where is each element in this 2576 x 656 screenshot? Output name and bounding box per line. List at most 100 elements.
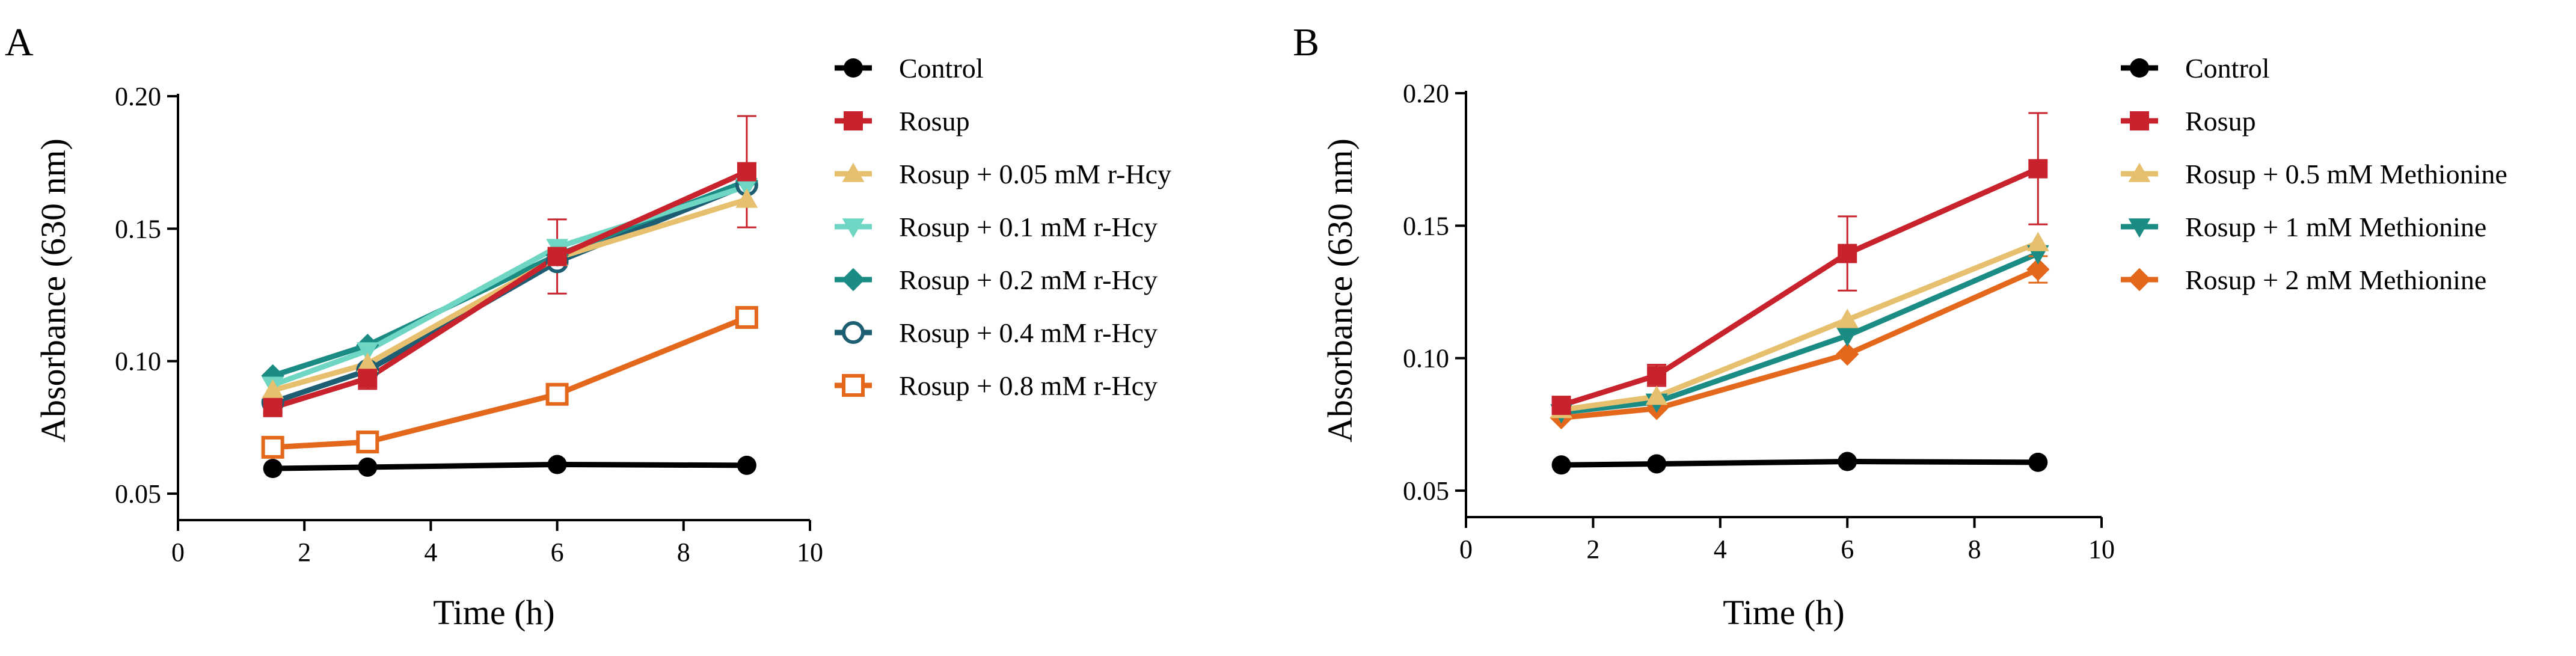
panel-a-data-point — [263, 397, 283, 417]
panel-b-legend-item: Rosup + 2 mM Methionine — [2121, 265, 2486, 295]
panel-a-series-line — [272, 314, 748, 450]
panel-b-x-tick-label: 10 — [2088, 535, 2115, 564]
panel-a-legend-marker — [844, 111, 863, 130]
panel-a-data-point — [735, 178, 758, 198]
panel-a-legend-label: Rosup — [899, 106, 970, 136]
panel-a-legend-label: Control — [899, 53, 984, 84]
panel-b-x-tick-label: 4 — [1714, 535, 1727, 564]
panel-a-data-point — [358, 457, 378, 477]
panel-b-series-line — [1561, 251, 2040, 415]
panel-b-data-point — [1647, 366, 1667, 385]
panel-b-x-axis-title: Time (h) — [1723, 593, 1845, 632]
panel-b-legend-item: Control — [2121, 53, 2270, 84]
panel-b-y-tick-label: 0.10 — [1403, 344, 1449, 373]
panel-a-legend-label: Rosup + 0.2 mM r-Hcy — [899, 265, 1158, 295]
panel-b-legend-marker — [2127, 268, 2151, 292]
panel-b-series-line — [1561, 266, 2040, 421]
panel-a-legend-label: Rosup + 0.8 mM r-Hcy — [899, 370, 1158, 401]
panel-a-data-point — [547, 455, 567, 474]
panel-b-data-point — [2026, 257, 2050, 281]
panel-a-y-axis-title: Absorbance (630 nm) — [34, 138, 73, 443]
panel-a-legend-item: Rosup + 0.1 mM r-Hcy — [835, 212, 1158, 242]
panel-a-data-point — [263, 459, 283, 479]
panel-a-legend-item: Rosup + 0.2 mM r-Hcy — [835, 265, 1158, 295]
panel-a-y-tick-label: 0.20 — [115, 82, 161, 111]
panel-a-legend-item: Rosup + 0.8 mM r-Hcy — [835, 370, 1158, 401]
panel-a-label: A — [5, 20, 34, 64]
panel-b-y-tick-label: 0.15 — [1403, 211, 1449, 241]
panel-a-x-tick-label: 10 — [797, 538, 823, 567]
panel-b-y-tick-label: 0.20 — [1403, 79, 1449, 108]
panel-b-data-point — [2026, 231, 2049, 251]
panel-a-x-tick-label: 4 — [424, 538, 437, 567]
panel-b: B 0.05 0.10 0.15 0.20 0 2 4 6 8 10 Time (h) Absorban… — [1293, 20, 2507, 632]
panel-b-legend-marker — [2128, 218, 2151, 238]
panel-b-legend: Control Rosup Rosup + 0.5 mM Methionine Ros… — [2121, 53, 2507, 295]
panel-b-legend-item: Rosup — [2121, 106, 2256, 136]
panel-b-legend-label: Rosup + 0.5 mM Methionine — [2185, 159, 2507, 189]
panel-a-legend-item: Rosup + 0.4 mM r-Hcy — [835, 317, 1158, 348]
panel-a-y-tick-label: 0.15 — [115, 214, 161, 244]
panel-b-y-axis-title: Absorbance (630 nm) — [1320, 138, 1360, 443]
panel-a-x-tick-label: 6 — [551, 538, 564, 567]
panel-a-y-tick-label: 0.10 — [115, 347, 161, 376]
panel-b-x-tick-label: 2 — [1586, 535, 1599, 564]
panel-a-data-point — [262, 379, 284, 399]
panel-b-data-point — [2028, 452, 2048, 472]
panel-b-x-tick-label: 0 — [1459, 535, 1473, 564]
panel-a-legend-item: Rosup + 0.05 mM r-Hcy — [835, 159, 1171, 189]
panel-a-legend-label: Rosup + 0.4 mM r-Hcy — [899, 317, 1158, 348]
panel-a-data-point — [547, 247, 567, 266]
panel-b-data-point — [1551, 455, 1571, 475]
panel-a-legend-item: Rosup — [835, 106, 970, 136]
panel-a-data-point — [261, 435, 284, 459]
panel-a-data-point — [545, 382, 569, 406]
panel-b-legend-marker — [2130, 58, 2149, 78]
panel-a-series-line — [272, 462, 747, 471]
panel-a-series-line — [272, 169, 748, 411]
panel-b-legend-label: Rosup + 1 mM Methionine — [2185, 212, 2486, 242]
panel-b-data-point — [1836, 342, 1859, 366]
panel-a-data-point — [735, 188, 758, 208]
panel-a-legend-marker — [842, 218, 865, 238]
panel-b-data-point — [1551, 396, 1571, 415]
panel-a-data-point — [356, 352, 379, 372]
panel-a-data-point — [356, 431, 379, 454]
panel-b-series-line — [1560, 166, 2040, 408]
panel-a-y-tick-label: 0.05 — [115, 479, 161, 509]
panel-b-legend-marker — [2130, 111, 2149, 130]
panel-b-data-point — [1836, 308, 1859, 328]
panel-b-x-tick-label: 8 — [1968, 535, 1981, 564]
panel-b-legend-label: Rosup — [2185, 106, 2256, 136]
panel-b-legend-label: Rosup + 2 mM Methionine — [2185, 265, 2486, 295]
panel-a-legend: Control Rosup Rosup + 0.05 mM r-Hcy Rosup +… — [835, 53, 1171, 401]
panel-b-data-point — [1645, 385, 1668, 405]
panel-a-x-tick-label: 2 — [298, 538, 311, 567]
panel-a-legend-label: Rosup + 0.05 mM r-Hcy — [899, 159, 1171, 189]
panel-a-data-point — [737, 162, 756, 182]
panel-a-series-line — [272, 197, 748, 393]
panel-b-x-tick-label: 6 — [1841, 535, 1854, 564]
panel-b-data-point — [1836, 327, 1859, 347]
panel-b-data-point — [1838, 452, 1857, 471]
panel-b-data-point — [2028, 159, 2048, 179]
panel-a-x-tick-label: 0 — [171, 538, 185, 567]
panel-a-legend-marker — [844, 58, 863, 78]
panel-a: A 0.05 0.10 0.15 0.20 0 2 4 6 8 10 Time (h) Absorban… — [5, 20, 1171, 632]
panel-a-data-point — [356, 342, 379, 362]
panel-a-x-axis-title: Time (h) — [433, 593, 555, 632]
panel-a-x-tick-label: 8 — [677, 538, 690, 567]
panel-a-data-point — [735, 305, 758, 329]
panel-b-legend-item: Rosup + 1 mM Methionine — [2121, 212, 2486, 242]
panel-a-legend-marker — [842, 374, 865, 397]
panel-b-legend-marker — [2128, 162, 2151, 182]
panel-b-label: B — [1293, 20, 1319, 64]
panel-b-series-line — [1560, 240, 2039, 413]
panel-a-legend-marker — [842, 321, 865, 344]
panel-a-data-point — [737, 455, 756, 475]
panel-b-y-tick-label: 0.05 — [1403, 476, 1449, 506]
panel-b-legend-item: Rosup + 0.5 mM Methionine — [2121, 159, 2507, 189]
panel-a-legend-marker — [841, 268, 865, 292]
panel-a-legend-marker — [842, 162, 865, 182]
